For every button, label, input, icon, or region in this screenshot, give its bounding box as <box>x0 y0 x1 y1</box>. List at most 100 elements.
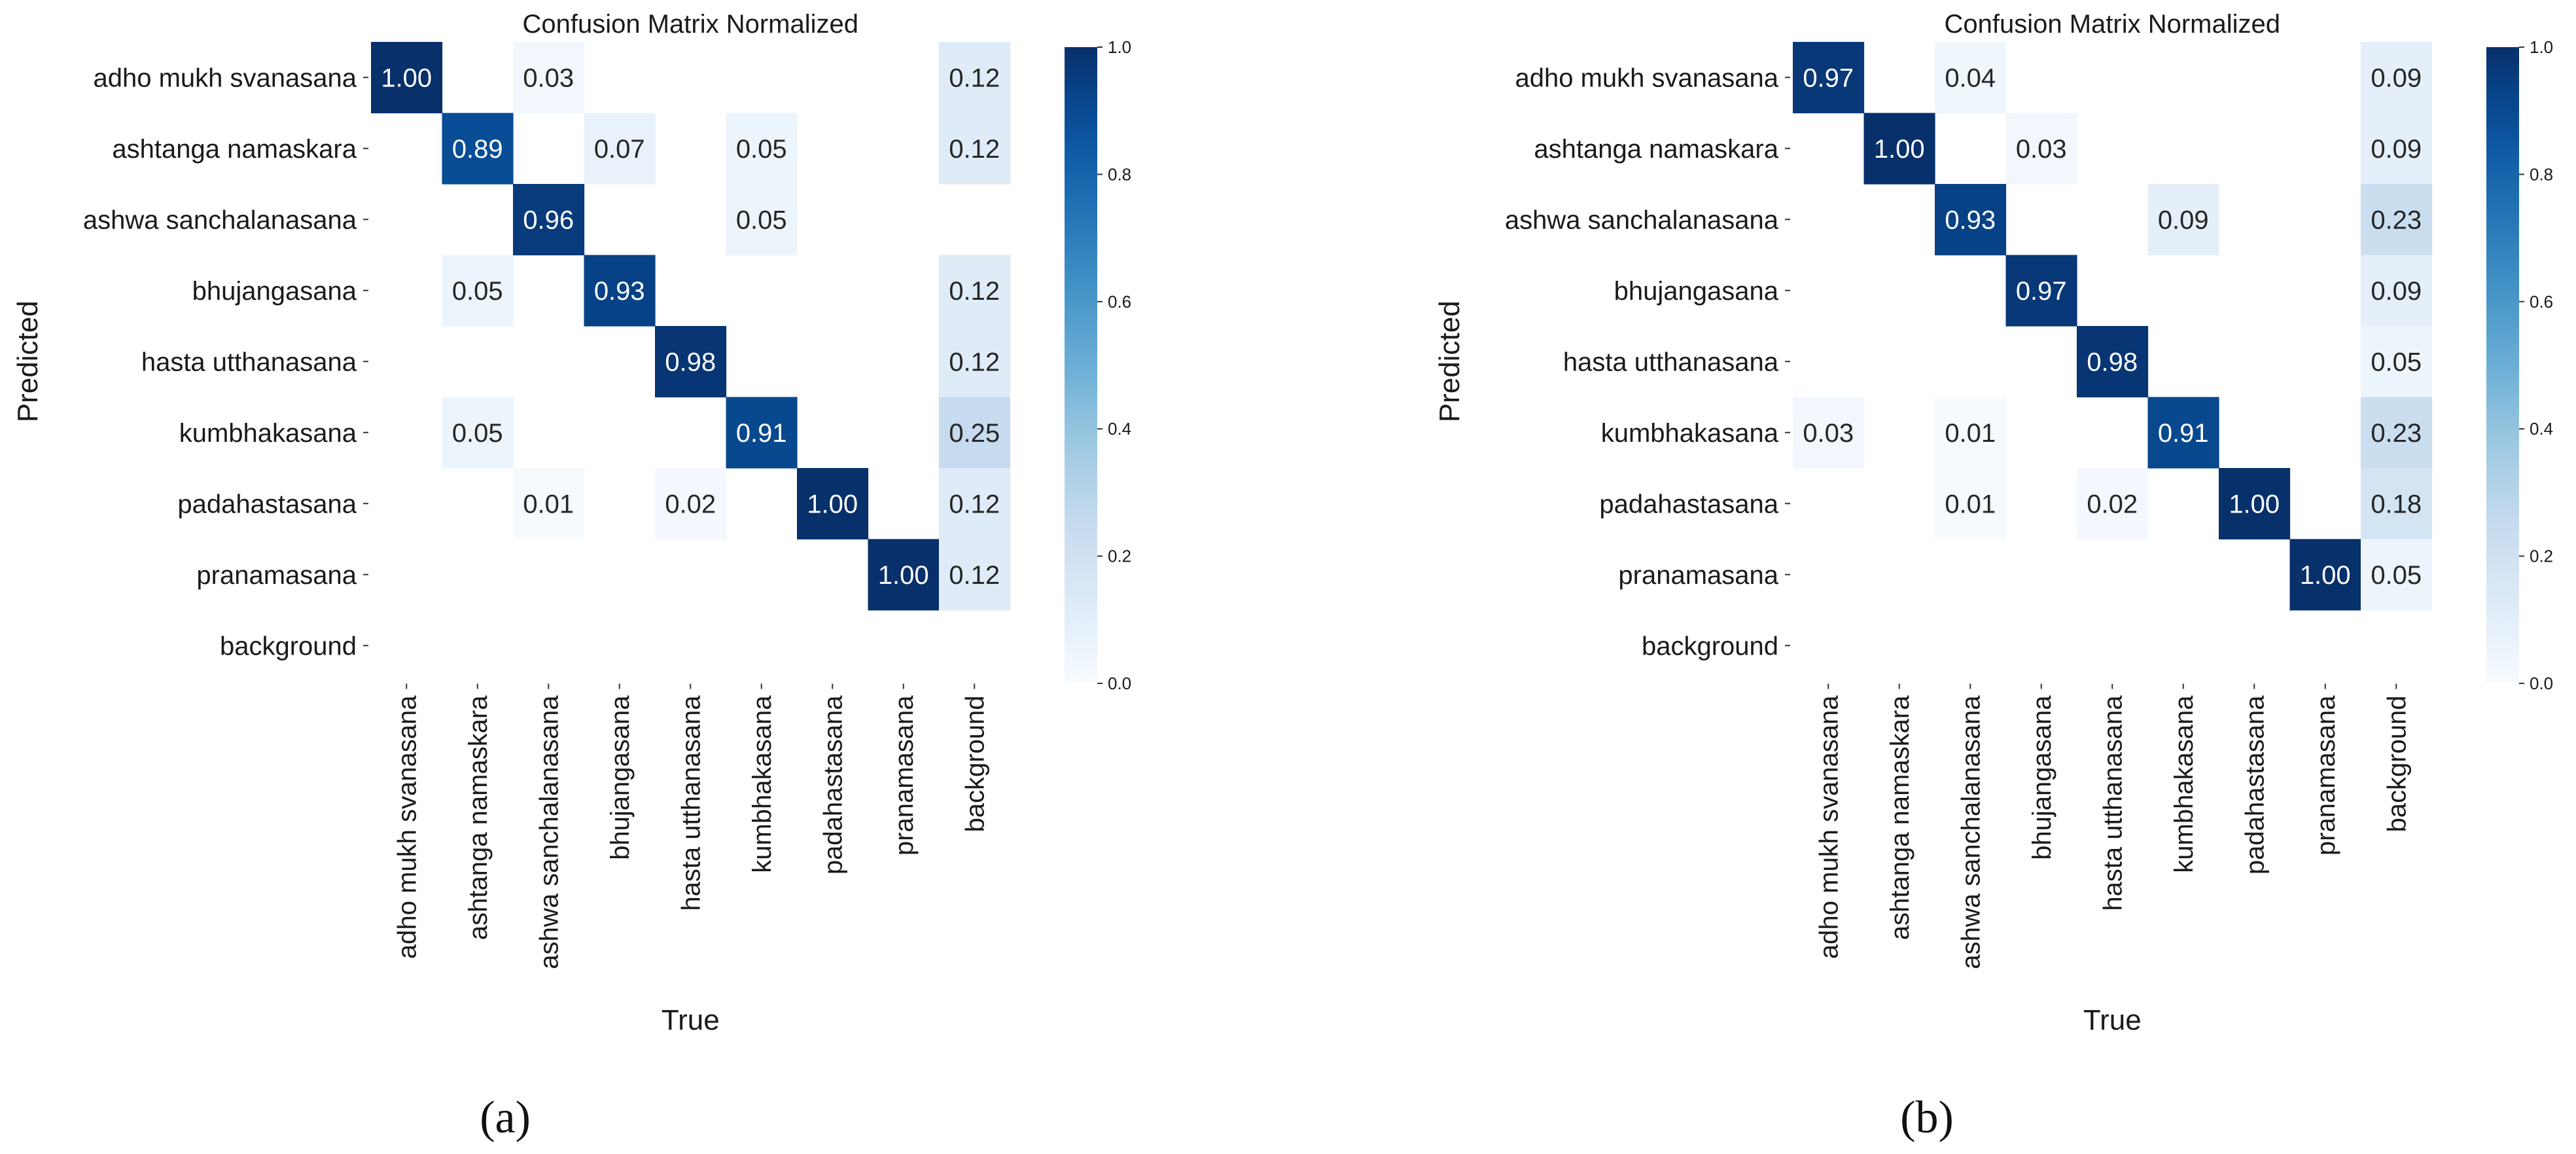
y-tick-label: hasta utthanasana <box>141 348 357 376</box>
cell-value-label: 0.02 <box>665 490 716 518</box>
heatmap-cell <box>939 326 1011 398</box>
cell-value-label: 0.05 <box>452 277 503 306</box>
cell-value-label: 0.12 <box>949 277 1000 306</box>
x-tick-label: padahastasana <box>819 695 847 875</box>
heatmap-cell <box>442 113 514 185</box>
heatmap-cell <box>2147 184 2219 256</box>
x-tick-label: hasta utthanasana <box>677 695 705 911</box>
heatmap-cell <box>2361 397 2433 469</box>
heatmap-cell <box>1935 184 2007 256</box>
chart-title: Confusion Matrix Normalized <box>1944 10 2280 39</box>
heatmap-cell <box>1793 397 1865 469</box>
heatmap-cell <box>2361 184 2433 256</box>
y-tick-label: background <box>1642 632 1778 660</box>
y-tick-label: background <box>220 632 357 660</box>
heatmap-cell <box>1863 113 1935 185</box>
heatmap-cell <box>2147 397 2219 469</box>
x-tick-label: background <box>961 696 989 833</box>
cell-value-label: 1.00 <box>807 490 858 518</box>
y-tick-label: pranamasana <box>1618 561 1778 590</box>
heatmap-cell <box>939 539 1011 611</box>
x-axis-label: True <box>2083 1004 2142 1036</box>
x-tick-label: bhujangasana <box>2028 695 2056 860</box>
colorbar-tick-label: 0.2 <box>1108 547 1131 566</box>
colorbar-tick-label: 0.4 <box>2530 419 2553 439</box>
heatmap-cell <box>513 42 585 114</box>
cell-value-label: 0.12 <box>949 135 1000 164</box>
y-tick-label: ashwa sanchalanasana <box>83 206 357 234</box>
cell-value-label: 0.04 <box>1945 63 1996 92</box>
cell-value-label: 0.09 <box>2158 206 2209 234</box>
y-axis-label: Predicted <box>12 300 44 422</box>
x-tick-label: bhujangasana <box>606 695 635 860</box>
heatmap-cell <box>2005 113 2077 185</box>
y-tick-label: padahastasana <box>177 490 357 518</box>
x-tick-label: kumbhakasana <box>2170 695 2198 873</box>
colorbar-tick-label: 1.0 <box>2530 37 2553 57</box>
heatmap-cell <box>939 42 1011 114</box>
x-tick-label: ashwa sanchalanasana <box>535 695 563 969</box>
x-tick-label: pranamasana <box>890 695 919 856</box>
x-axis-label: True <box>662 1004 720 1036</box>
cell-value-label: 0.09 <box>2371 277 2422 306</box>
cell-value-label: 0.09 <box>2371 63 2422 92</box>
panel-a: Confusion Matrix Normalized 1.00 0.03 0.12 0… <box>12 10 1131 1143</box>
cell-value-label: 0.23 <box>2371 206 2422 234</box>
colorbar-tick-label: 0.8 <box>2530 164 2553 184</box>
cell-value-label: 0.96 <box>523 206 574 234</box>
colorbar-tick-label: 1.0 <box>1108 37 1131 57</box>
cell-value-label: 0.12 <box>949 490 1000 518</box>
heatmap-cell <box>1935 397 2007 469</box>
heatmap-cell <box>726 184 798 256</box>
y-tick-label: bhujangasana <box>192 277 357 306</box>
colorbar-tick-label: 0.4 <box>1108 419 1131 439</box>
cell-value-label: 0.02 <box>2087 490 2138 518</box>
cell-value-label: 0.01 <box>1945 490 1996 518</box>
cell-value-label: 0.05 <box>2371 561 2422 590</box>
heatmap-cell <box>726 397 798 469</box>
y-tick-label: hasta utthanasana <box>1563 348 1779 376</box>
cell-value-label: 0.03 <box>2016 135 2067 164</box>
cell-value-label: 0.12 <box>949 348 1000 376</box>
cell-value-label: 0.05 <box>736 135 787 164</box>
heatmap-cell <box>868 539 940 611</box>
y-tick-label: kumbhakasana <box>1601 419 1779 448</box>
cell-value-label: 0.18 <box>2371 490 2422 518</box>
heatmap-cell <box>939 397 1011 469</box>
panel-caption: (b) <box>1900 1092 1954 1143</box>
heatmap-cell <box>2219 468 2291 540</box>
heatmap-cell <box>1935 468 2007 540</box>
cell-value-label: 1.00 <box>878 561 929 590</box>
heatmap-cell <box>2077 468 2149 540</box>
heatmap-cell <box>513 184 585 256</box>
cell-value-label: 0.98 <box>2087 348 2138 376</box>
colorbar-tick-label: 0.6 <box>1108 292 1131 312</box>
cell-value-label: 0.07 <box>594 135 645 164</box>
colorbar-tick-label: 0.0 <box>2530 674 2553 693</box>
x-tick-label: ashwa sanchalanasana <box>1956 695 1985 969</box>
heatmap-cell <box>1793 42 1865 114</box>
y-tick-label: bhujangasana <box>1614 277 1779 306</box>
cell-value-label: 0.98 <box>665 348 716 376</box>
heatmap-cell <box>442 397 514 469</box>
heatmap-cell <box>1935 42 2007 114</box>
cell-value-label: 0.12 <box>949 561 1000 590</box>
x-tick-label: adho mukh svanasana <box>1814 695 1843 959</box>
cell-value-label: 0.05 <box>452 419 503 448</box>
heatmap-cell <box>513 468 585 540</box>
heatmap-cell <box>584 113 656 185</box>
x-tick-label: padahastasana <box>2240 695 2269 875</box>
y-tick-label: ashwa sanchalanasana <box>1505 206 1779 234</box>
heatmap-cell <box>2361 255 2433 327</box>
heatmap-cell <box>371 42 443 114</box>
heatmap-cell <box>939 113 1011 185</box>
cell-value-label: 0.03 <box>1803 419 1854 448</box>
cell-value-label: 0.89 <box>452 135 503 164</box>
colorbar-tick-label: 0.6 <box>2530 292 2553 312</box>
y-tick-label: adho mukh svanasana <box>1515 63 1779 92</box>
panel-caption: (a) <box>480 1092 531 1143</box>
x-tick-label: pranamasana <box>2312 695 2340 856</box>
cell-value-label: 0.01 <box>523 490 574 518</box>
cell-value-label: 0.01 <box>1945 419 1996 448</box>
y-tick-label: ashtanga namaskara <box>112 135 357 164</box>
